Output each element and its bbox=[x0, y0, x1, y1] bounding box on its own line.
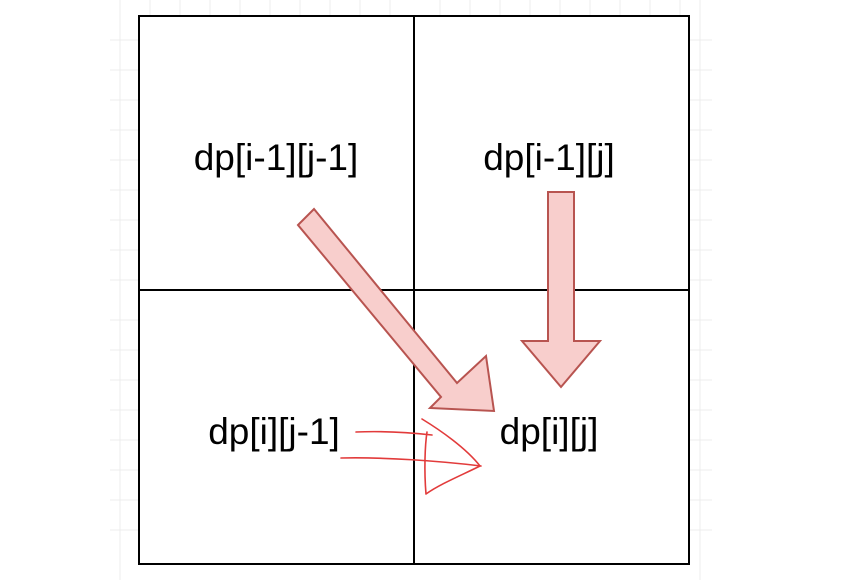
cell-label-top-right: dp[i-1][j] bbox=[483, 137, 615, 178]
cell-label-bottom-left: dp[i][j-1] bbox=[208, 411, 340, 452]
cell-bottom-left bbox=[138, 289, 415, 565]
cell-top-left bbox=[138, 15, 415, 291]
background-grid bbox=[110, 0, 712, 580]
handwritten-arrow bbox=[340, 418, 482, 495]
diagonal-arrow bbox=[296, 207, 496, 413]
cell-label-top-left: dp[i-1][j-1] bbox=[194, 137, 359, 178]
vertical-arrow bbox=[519, 191, 603, 389]
cell-label-bottom-right: dp[i][j] bbox=[500, 411, 599, 452]
